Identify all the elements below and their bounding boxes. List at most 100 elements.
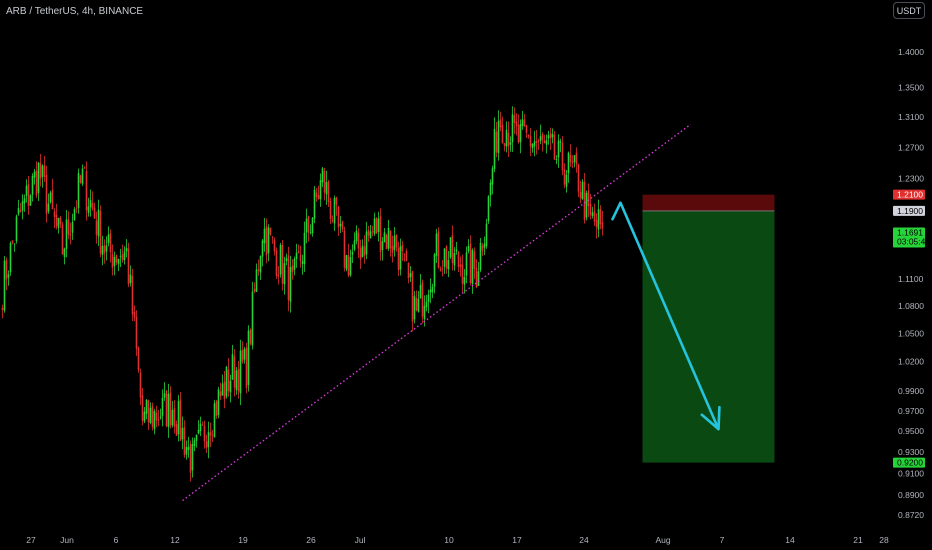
candle <box>601 210 604 236</box>
price-axis[interactable]: 1.40001.35001.31001.27001.23001.19001.15… <box>898 47 924 520</box>
candle <box>113 251 116 276</box>
take-profit-zone[interactable] <box>642 210 775 463</box>
candle <box>109 229 112 263</box>
candle <box>369 224 372 239</box>
time-tick-label: 21 <box>853 535 863 545</box>
candle <box>481 242 484 256</box>
time-tick-label: 10 <box>444 535 454 545</box>
candle <box>367 225 370 242</box>
candle <box>531 143 534 153</box>
candle <box>425 294 428 312</box>
candle <box>167 383 170 438</box>
candle <box>573 155 576 168</box>
candle <box>183 420 186 458</box>
candle <box>521 110 524 130</box>
candle <box>373 212 376 236</box>
candle <box>365 221 368 260</box>
candle <box>269 227 272 236</box>
candle <box>591 206 594 219</box>
candle <box>385 233 388 250</box>
candle <box>439 266 442 272</box>
candle <box>287 246 290 312</box>
candle <box>491 165 494 195</box>
candle <box>145 399 148 420</box>
price-tick-label: 0.8900 <box>898 490 924 500</box>
time-axis[interactable]: 27 Jun 6 12 19 26 Jul 10 17 24 Aug 7 14 21 28 <box>26 535 889 545</box>
candle <box>271 236 274 244</box>
candle <box>551 128 554 144</box>
candle <box>567 151 570 183</box>
candle <box>77 168 80 214</box>
candle <box>231 344 234 380</box>
candle <box>485 218 488 249</box>
candle <box>533 130 536 157</box>
candle <box>185 440 188 460</box>
price-tick-label: 1.3500 <box>898 83 924 93</box>
symbol-title[interactable]: ARB / TetherUS, 4h, BINANCE <box>6 6 144 17</box>
time-tick-label: 12 <box>170 535 180 545</box>
candle <box>127 242 130 288</box>
candle <box>191 437 194 478</box>
candle <box>155 405 158 428</box>
candle <box>103 239 106 264</box>
candle <box>571 155 574 169</box>
candle <box>513 107 516 135</box>
candle <box>245 342 248 394</box>
candle <box>447 250 450 278</box>
candle <box>37 162 40 202</box>
candle <box>489 179 492 207</box>
ascending-trendline[interactable] <box>182 123 691 502</box>
candle <box>143 407 146 424</box>
candle <box>543 134 546 144</box>
candle <box>265 218 268 264</box>
candle <box>473 247 476 280</box>
candle <box>469 235 472 286</box>
time-tick-label: 26 <box>306 535 316 545</box>
candle <box>159 408 162 420</box>
candle <box>283 256 286 295</box>
candle <box>553 130 556 160</box>
candle <box>181 416 184 450</box>
candle <box>501 116 504 144</box>
candle <box>141 387 144 426</box>
candle <box>291 259 294 280</box>
time-tick-label: 24 <box>579 535 589 545</box>
price-tick-label: 1.4000 <box>898 47 924 57</box>
candle <box>471 248 474 294</box>
price-tick-label: 1.0200 <box>898 357 924 367</box>
projection-arrow[interactable] <box>611 201 721 431</box>
candle <box>223 370 226 409</box>
candle <box>137 346 140 373</box>
candle <box>119 248 122 268</box>
candle <box>343 226 346 272</box>
candle <box>493 117 496 173</box>
price-tick-label: 1.0500 <box>898 328 924 338</box>
time-tick-label: 14 <box>785 535 795 545</box>
candle <box>451 225 454 271</box>
candle <box>5 257 8 291</box>
time-tick-label: 6 <box>114 535 119 545</box>
candle <box>165 390 168 428</box>
candle <box>75 200 78 214</box>
currency-button[interactable]: USDT <box>893 2 925 19</box>
candle <box>449 236 452 259</box>
plot-area[interactable] <box>1 106 604 482</box>
candle <box>173 400 176 434</box>
svg-text:1.1900: 1.1900 <box>897 206 923 216</box>
candle <box>11 240 14 245</box>
candle <box>13 243 16 252</box>
candle <box>177 394 180 442</box>
candle <box>99 205 102 258</box>
candle <box>349 249 352 277</box>
candle <box>597 199 600 238</box>
candle <box>541 132 544 152</box>
candle <box>441 259 444 277</box>
candle <box>205 434 208 453</box>
stop-loss-zone[interactable] <box>642 194 775 211</box>
candle <box>89 189 92 217</box>
candle <box>559 138 562 153</box>
candle <box>115 254 118 266</box>
candle <box>557 134 560 168</box>
candle <box>61 221 64 255</box>
